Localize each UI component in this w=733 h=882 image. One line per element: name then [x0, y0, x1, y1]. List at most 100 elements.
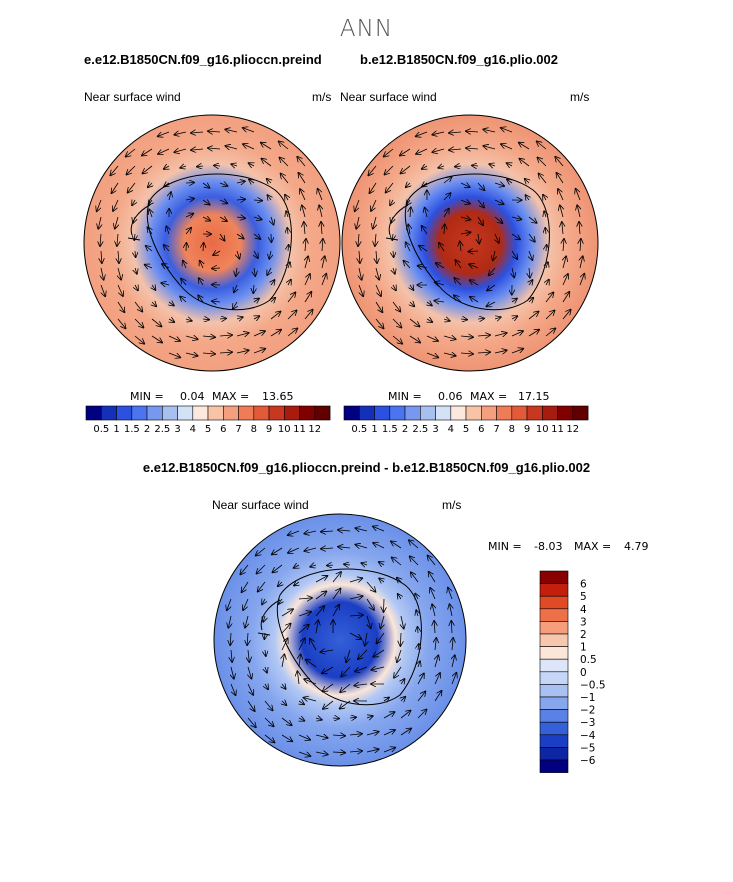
- wind-vector: [494, 183, 504, 186]
- wind-vector: [460, 232, 470, 234]
- wind-vector: [444, 224, 445, 235]
- colorbar-tick-label: 9: [524, 424, 530, 435]
- wind-vector: [258, 581, 266, 592]
- wind-vector: [320, 650, 334, 652]
- wind-vector: [443, 353, 456, 356]
- wind-vector: [383, 712, 395, 719]
- wind-vector: [460, 353, 473, 354]
- wind-vector: [270, 312, 281, 320]
- colorbar-tick-label: 0.5: [351, 424, 367, 435]
- wind-vector: [149, 210, 152, 218]
- wind-vector: [151, 335, 162, 343]
- wind-vector: [494, 350, 507, 353]
- wind-vector: [386, 182, 394, 193]
- map1-coastline: [146, 173, 292, 311]
- wind-vector: [470, 280, 479, 286]
- colorbar-swatch: [192, 405, 209, 421]
- wind-vector: [247, 717, 256, 727]
- wind-vector: [134, 335, 144, 344]
- wind-vector: [168, 335, 180, 341]
- wind-vector: [460, 217, 470, 220]
- wind-vector: [410, 285, 413, 290]
- wind-vector: [443, 209, 449, 218]
- wind-vector: [366, 598, 374, 610]
- wind-vector: [356, 545, 368, 548]
- wind-vector: [152, 302, 156, 306]
- wind-vector: [208, 148, 221, 149]
- wind-vector: [489, 164, 496, 166]
- wind-vector: [580, 256, 583, 269]
- wind-vector: [529, 280, 533, 285]
- wind-vector: [247, 632, 248, 645]
- map-panel1: [83, 114, 341, 372]
- wind-vector: [409, 335, 420, 343]
- wind-vector: [236, 234, 244, 239]
- wind-vector: [358, 284, 363, 296]
- wind-vector: [483, 146, 496, 149]
- colorbar-tick-label: 6: [580, 579, 587, 591]
- wind-vector: [494, 333, 507, 336]
- wind-vector: [262, 159, 272, 167]
- wind-vector: [341, 666, 351, 676]
- wind-vector: [316, 620, 318, 634]
- wind-vector: [298, 625, 309, 634]
- map2-border: [341, 114, 599, 372]
- wind-vector: [327, 565, 334, 566]
- wind-vector: [419, 246, 428, 252]
- wind-vector: [254, 250, 258, 258]
- colorbar-tick-label: 3: [580, 616, 587, 628]
- wind-vector: [304, 698, 317, 701]
- wind-vector: [264, 717, 274, 726]
- wind-vector: [100, 233, 101, 246]
- wind-vector: [247, 700, 255, 711]
- wind-vector: [401, 697, 405, 701]
- colorbar-swatch: [539, 684, 569, 698]
- wind-vector: [117, 318, 126, 328]
- wind-vector: [264, 734, 274, 742]
- wind-vector: [152, 285, 155, 290]
- wind-vector: [174, 132, 187, 135]
- wind-vector: [151, 318, 161, 326]
- colorbar-swatch: [343, 405, 360, 421]
- wind-vector: [376, 250, 377, 263]
- wind-vector: [580, 239, 581, 252]
- colorbar-tick-label: 5: [580, 591, 587, 603]
- wind-vector: [243, 128, 255, 133]
- wind-vector: [230, 683, 236, 695]
- wind-vector: [280, 158, 289, 167]
- wind-vector: [164, 183, 169, 187]
- wind-vector: [261, 143, 272, 150]
- wind-vector: [370, 182, 377, 193]
- wind-vector: [315, 576, 327, 583]
- colorbar-swatch: [162, 405, 178, 421]
- colorbar-tick-label: 0.5: [93, 424, 109, 435]
- panel1-units-label: m/s: [312, 90, 332, 104]
- wind-vector: [400, 632, 401, 646]
- wind-vector: [558, 189, 564, 201]
- wind-vector: [322, 256, 325, 269]
- colorbar-tick-label: 4: [580, 604, 587, 616]
- panel2-min-value: 0.06: [438, 390, 463, 403]
- colorbar-swatch: [511, 405, 528, 421]
- colorbar-swatch: [283, 405, 300, 421]
- wind-vector: [185, 214, 193, 217]
- panel1-max-label: MAX =: [212, 390, 250, 403]
- colorbar-tick-label: 8: [509, 424, 515, 435]
- colorbar-tick-label: 1: [371, 424, 377, 435]
- wind-vector: [299, 701, 304, 704]
- wind-vector: [321, 531, 334, 532]
- wind-vector: [253, 200, 262, 201]
- diff-title: e.e12.B1850CN.f09_g16.plioccn.preind - b…: [142, 460, 591, 475]
- wind-vector: [528, 330, 539, 337]
- wind-vector: [562, 292, 569, 303]
- wind-vector: [142, 148, 153, 156]
- wind-vector: [281, 174, 289, 184]
- wind-vector: [507, 163, 512, 166]
- wind-vector: [544, 211, 546, 218]
- wind-vector: [435, 301, 445, 302]
- wind-vector: [199, 278, 203, 286]
- colorbar-tick-label: −4: [580, 730, 596, 742]
- colorbar-tick-label: 11: [293, 424, 306, 435]
- wind-vector: [271, 280, 275, 285]
- wind-vector: [418, 266, 428, 268]
